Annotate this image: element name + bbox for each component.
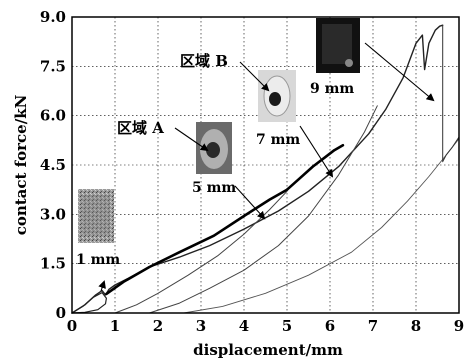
y-axis-title: contact force/kN	[12, 94, 30, 235]
x-tick-label: 5	[282, 317, 292, 335]
y-tick-label: 1.5	[40, 255, 66, 273]
x-tick-label: 7	[368, 317, 378, 335]
annotation-1mm: 1 mm	[76, 252, 120, 268]
y-tick-label: 7.5	[40, 57, 66, 75]
annotation-arrows	[98, 42, 435, 292]
x-axis-ticks: 0 1 2 3 4 5 6 7 8 9	[67, 317, 464, 335]
series-line-1	[71, 24, 444, 314]
x-tick-label: 8	[411, 317, 421, 335]
series-line-6	[148, 105, 378, 314]
annotation-region-a: 区域 A	[117, 119, 164, 137]
plot-frame	[71, 16, 460, 314]
series-layer	[71, 24, 460, 314]
y-tick-label: 6.0	[40, 107, 66, 125]
y-tick-label: 9.0	[40, 8, 66, 26]
specimen-7mm-photo	[258, 70, 296, 122]
series-line-5	[285, 144, 345, 191]
x-tick-label: 3	[196, 317, 206, 335]
series-line-2	[71, 292, 108, 314]
y-tick-label: 4.5	[40, 156, 66, 174]
specimen-5mm-photo	[196, 122, 232, 174]
y-tick-label: 0	[56, 304, 66, 322]
y-axis-ticks: 0 1.5 3.0 4.5 6.0 7.5 9.0	[40, 8, 66, 322]
x-tick-label: 9	[454, 317, 464, 335]
annotation-9mm: 9 mm	[310, 81, 354, 97]
x-tick-label: 6	[325, 317, 335, 335]
series-line-8	[442, 24, 460, 163]
annotation-region-b: 区域 B	[180, 52, 228, 70]
series-line-7	[183, 138, 460, 314]
x-tick-label: 2	[153, 317, 163, 335]
x-tick-label: 1	[110, 317, 120, 335]
series-line-3	[105, 188, 289, 296]
annotation-5mm: 5 mm	[192, 180, 236, 196]
grid-lines	[72, 17, 459, 313]
annotation-7mm: 7 mm	[256, 132, 300, 148]
x-tick-label: 0	[67, 317, 77, 335]
series-line-4	[114, 190, 288, 314]
x-axis-title: displacement/mm	[193, 341, 343, 359]
x-tick-label: 4	[239, 317, 249, 335]
specimen-9mm-photo	[316, 18, 360, 73]
specimen-1mm-photo	[78, 189, 114, 243]
y-tick-label: 3.0	[40, 205, 66, 223]
